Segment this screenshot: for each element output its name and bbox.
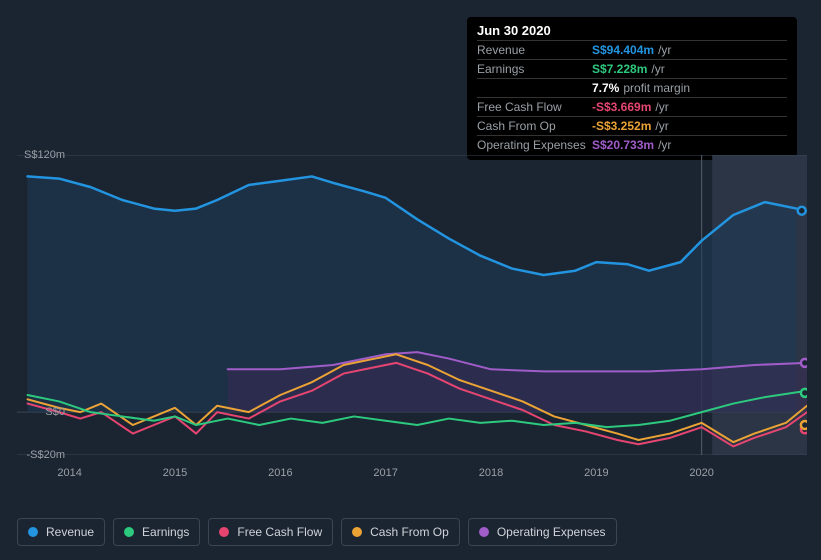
- tooltip-row-label: Revenue: [477, 43, 592, 57]
- chart-plot[interactable]: [17, 155, 807, 455]
- legend-item[interactable]: Revenue: [17, 518, 105, 546]
- x-tick-label: 2015: [163, 467, 187, 479]
- y-tick-label: -S$20m: [26, 449, 65, 461]
- x-tick-label: 2020: [689, 467, 713, 479]
- x-tick-label: 2014: [57, 467, 81, 479]
- tooltip-date: Jun 30 2020: [477, 23, 787, 38]
- legend-item[interactable]: Free Cash Flow: [208, 518, 333, 546]
- tooltip-row-value: S$20.733m: [592, 138, 654, 152]
- tooltip-row-value: -S$3.252m: [592, 119, 651, 133]
- tooltip-row-label: [477, 81, 592, 95]
- legend-label: Operating Expenses: [497, 525, 606, 539]
- legend-label: Cash From Op: [370, 525, 449, 539]
- tooltip-row: Operating ExpensesS$20.733m/yr: [477, 135, 787, 154]
- tooltip-row: Cash From Op-S$3.252m/yr: [477, 116, 787, 135]
- legend-swatch-icon: [124, 527, 134, 537]
- x-tick-label: 2019: [584, 467, 608, 479]
- legend-swatch-icon: [352, 527, 362, 537]
- tooltip-row-value: 7.7%: [592, 81, 619, 95]
- legend-item[interactable]: Earnings: [113, 518, 200, 546]
- tooltip-row: 7.7% profit margin: [477, 78, 787, 97]
- tooltip-row-unit: /yr: [658, 43, 671, 57]
- tooltip-row-unit: /yr: [655, 100, 668, 114]
- financials-chart: S$120mS$0-S$20m 201420152016201720182019…: [17, 155, 807, 455]
- legend-label: Revenue: [46, 525, 94, 539]
- y-tick-label: S$0: [45, 406, 65, 418]
- legend-swatch-icon: [28, 527, 38, 537]
- tooltip-row-label: Free Cash Flow: [477, 100, 592, 114]
- legend-item[interactable]: Operating Expenses: [468, 518, 617, 546]
- legend-swatch-icon: [479, 527, 489, 537]
- legend-swatch-icon: [219, 527, 229, 537]
- chart-legend: Revenue Earnings Free Cash Flow Cash From O…: [17, 518, 617, 546]
- tooltip-row-unit: /yr: [658, 138, 671, 152]
- tooltip-row-unit: /yr: [651, 62, 664, 76]
- tooltip-row-label: Cash From Op: [477, 119, 592, 133]
- legend-label: Earnings: [142, 525, 189, 539]
- tooltip-row: RevenueS$94.404m/yr: [477, 40, 787, 59]
- tooltip-row-value: S$7.228m: [592, 62, 647, 76]
- x-tick-label: 2016: [268, 467, 292, 479]
- tooltip-row: EarningsS$7.228m/yr: [477, 59, 787, 78]
- tooltip-row-unit: /yr: [655, 119, 668, 133]
- tooltip-row: Free Cash Flow-S$3.669m/yr: [477, 97, 787, 116]
- tooltip-row-label: Earnings: [477, 62, 592, 76]
- tooltip-row-value: -S$3.669m: [592, 100, 651, 114]
- hover-tooltip: Jun 30 2020 RevenueS$94.404m/yrEarningsS…: [467, 17, 797, 160]
- x-tick-label: 2017: [373, 467, 397, 479]
- tooltip-row-unit: profit margin: [623, 81, 690, 95]
- y-tick-label: S$120m: [24, 149, 65, 161]
- tooltip-row-value: S$94.404m: [592, 43, 654, 57]
- x-tick-label: 2018: [479, 467, 503, 479]
- tooltip-row-label: Operating Expenses: [477, 138, 592, 152]
- legend-item[interactable]: Cash From Op: [341, 518, 460, 546]
- legend-label: Free Cash Flow: [237, 525, 322, 539]
